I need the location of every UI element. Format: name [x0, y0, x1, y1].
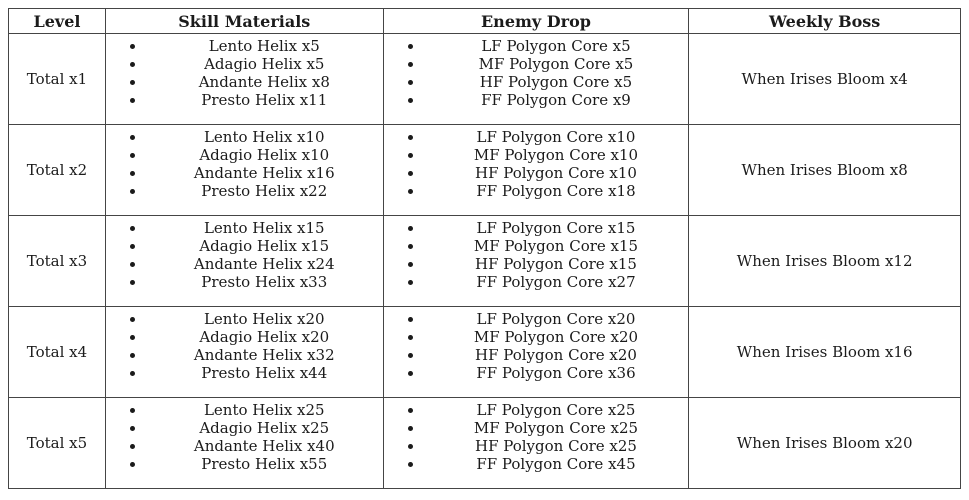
list-item: MF Polygon Core x10 [424, 146, 688, 164]
weekly-boss-cell: When Irises Bloom x8 [688, 124, 961, 216]
enemy-drop-cell: LF Polygon Core x10 MF Polygon Core x10 … [382, 124, 690, 216]
list-item: Andante Helix x32 [146, 346, 382, 364]
skill-materials-list: Lento Helix x5 Adagio Helix x5 Andante H… [106, 37, 382, 109]
list-item: Andante Helix x8 [146, 73, 382, 91]
enemy-drop-cell: LF Polygon Core x20 MF Polygon Core x20 … [382, 306, 690, 398]
list-item: Andante Helix x16 [146, 164, 382, 182]
level-cell: Total x3 [8, 215, 106, 307]
weekly-boss-cell: When Irises Bloom x12 [688, 215, 961, 307]
skill-materials-list: Lento Helix x25 Adagio Helix x25 Andante… [106, 401, 382, 473]
list-item: Adagio Helix x5 [146, 55, 382, 73]
header-level: Level [8, 8, 106, 34]
weekly-boss-cell: When Irises Bloom x20 [688, 397, 961, 489]
list-item: Adagio Helix x20 [146, 328, 382, 346]
list-item: Presto Helix x33 [146, 273, 382, 291]
list-item: Lento Helix x5 [146, 37, 382, 55]
level-cell: Total x5 [8, 397, 106, 489]
enemy-drop-cell: LF Polygon Core x5 MF Polygon Core x5 HF… [382, 33, 690, 125]
level-materials-table: Level Skill Materials Enemy Drop Weekly … [8, 8, 961, 489]
list-item: LF Polygon Core x5 [424, 37, 688, 55]
skill-materials-list: Lento Helix x10 Adagio Helix x10 Andante… [106, 128, 382, 200]
header-skill-materials: Skill Materials [104, 8, 384, 34]
enemy-drop-cell: LF Polygon Core x15 MF Polygon Core x15 … [382, 215, 690, 307]
list-item: Presto Helix x11 [146, 91, 382, 109]
list-item: FF Polygon Core x27 [424, 273, 688, 291]
list-item: MF Polygon Core x20 [424, 328, 688, 346]
list-item: MF Polygon Core x25 [424, 419, 688, 437]
list-item: LF Polygon Core x20 [424, 310, 688, 328]
list-item: Adagio Helix x25 [146, 419, 382, 437]
list-item: FF Polygon Core x18 [424, 182, 688, 200]
skill-materials-cell: Lento Helix x5 Adagio Helix x5 Andante H… [104, 33, 384, 125]
weekly-boss-cell: When Irises Bloom x16 [688, 306, 961, 398]
skill-materials-cell: Lento Helix x10 Adagio Helix x10 Andante… [104, 124, 384, 216]
list-item: Presto Helix x55 [146, 455, 382, 473]
list-item: MF Polygon Core x5 [424, 55, 688, 73]
skill-materials-list: Lento Helix x20 Adagio Helix x20 Andante… [106, 310, 382, 382]
enemy-drop-list: LF Polygon Core x20 MF Polygon Core x20 … [384, 310, 688, 382]
list-item: Presto Helix x44 [146, 364, 382, 382]
list-item: Lento Helix x20 [146, 310, 382, 328]
list-item: HF Polygon Core x25 [424, 437, 688, 455]
list-item: HF Polygon Core x10 [424, 164, 688, 182]
list-item: Presto Helix x22 [146, 182, 382, 200]
enemy-drop-list: LF Polygon Core x25 MF Polygon Core x25 … [384, 401, 688, 473]
enemy-drop-cell: LF Polygon Core x25 MF Polygon Core x25 … [382, 397, 690, 489]
enemy-drop-list: LF Polygon Core x10 MF Polygon Core x10 … [384, 128, 688, 200]
list-item: Andante Helix x40 [146, 437, 382, 455]
level-cell: Total x1 [8, 33, 106, 125]
list-item: Adagio Helix x15 [146, 237, 382, 255]
list-item: LF Polygon Core x10 [424, 128, 688, 146]
table-row: Total x5 Lento Helix x25 Adagio Helix x2… [8, 397, 961, 489]
list-item: FF Polygon Core x9 [424, 91, 688, 109]
skill-materials-cell: Lento Helix x20 Adagio Helix x20 Andante… [104, 306, 384, 398]
weekly-boss-cell: When Irises Bloom x4 [688, 33, 961, 125]
list-item: Lento Helix x25 [146, 401, 382, 419]
list-item: LF Polygon Core x25 [424, 401, 688, 419]
level-cell: Total x2 [8, 124, 106, 216]
list-item: Lento Helix x15 [146, 219, 382, 237]
enemy-drop-list: LF Polygon Core x5 MF Polygon Core x5 HF… [384, 37, 688, 109]
table-row: Total x2 Lento Helix x10 Adagio Helix x1… [8, 124, 961, 216]
list-item: HF Polygon Core x5 [424, 73, 688, 91]
skill-materials-cell: Lento Helix x15 Adagio Helix x15 Andante… [104, 215, 384, 307]
skill-materials-list: Lento Helix x15 Adagio Helix x15 Andante… [106, 219, 382, 291]
list-item: Lento Helix x10 [146, 128, 382, 146]
enemy-drop-list: LF Polygon Core x15 MF Polygon Core x15 … [384, 219, 688, 291]
list-item: Andante Helix x24 [146, 255, 382, 273]
header-weekly-boss: Weekly Boss [688, 8, 961, 34]
list-item: LF Polygon Core x15 [424, 219, 688, 237]
table-row: Total x4 Lento Helix x20 Adagio Helix x2… [8, 306, 961, 398]
level-cell: Total x4 [8, 306, 106, 398]
list-item: HF Polygon Core x20 [424, 346, 688, 364]
list-item: Adagio Helix x10 [146, 146, 382, 164]
list-item: FF Polygon Core x45 [424, 455, 688, 473]
list-item: MF Polygon Core x15 [424, 237, 688, 255]
header-enemy-drop: Enemy Drop [382, 8, 690, 34]
header-row: Level Skill Materials Enemy Drop Weekly … [8, 8, 961, 34]
list-item: HF Polygon Core x15 [424, 255, 688, 273]
table-row: Total x3 Lento Helix x15 Adagio Helix x1… [8, 215, 961, 307]
table-row: Total x1 Lento Helix x5 Adagio Helix x5 … [8, 33, 961, 125]
skill-materials-cell: Lento Helix x25 Adagio Helix x25 Andante… [104, 397, 384, 489]
list-item: FF Polygon Core x36 [424, 364, 688, 382]
